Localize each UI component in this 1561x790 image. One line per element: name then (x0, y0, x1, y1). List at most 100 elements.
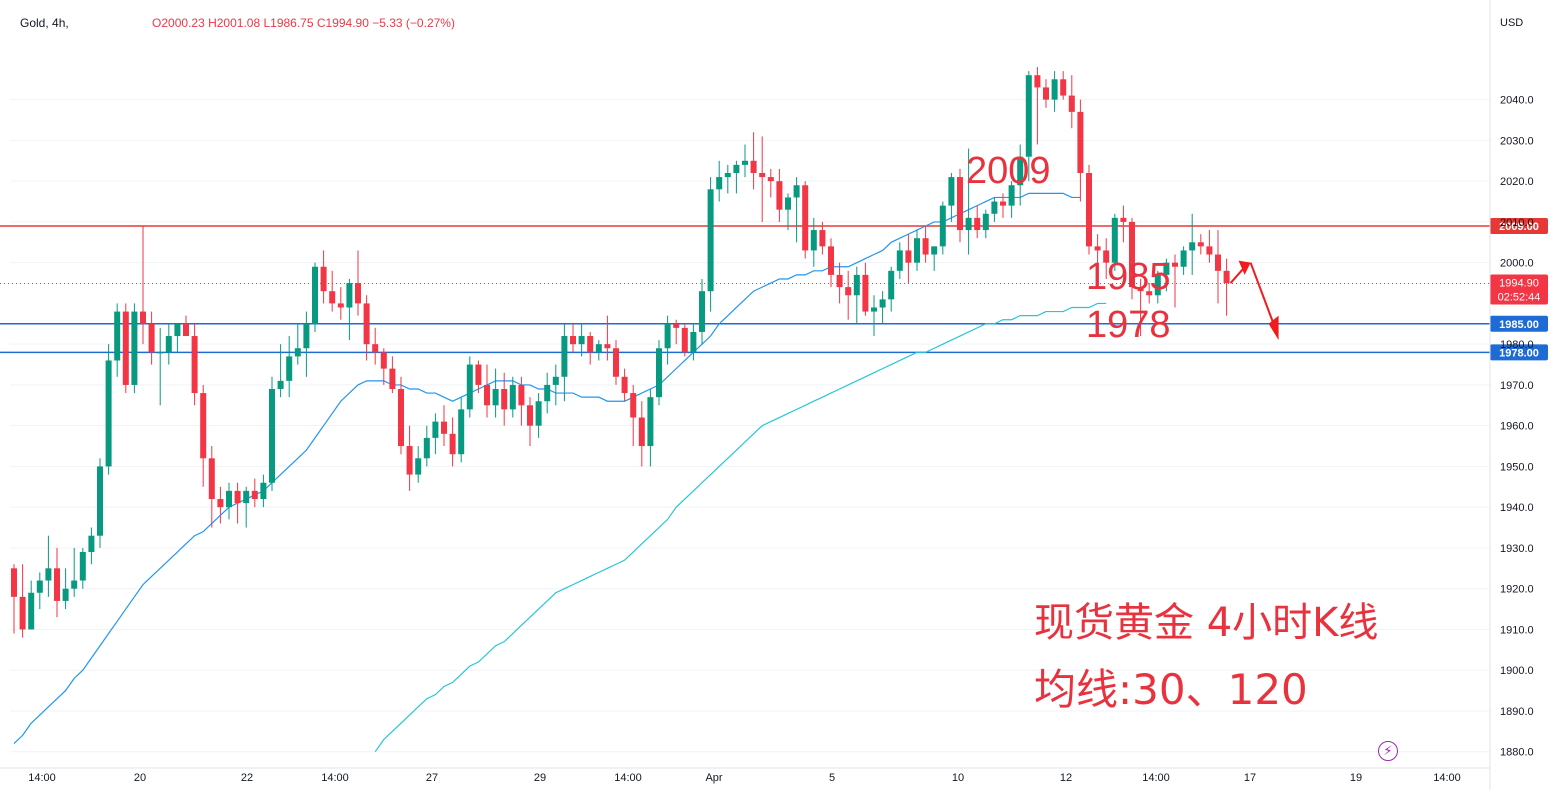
candle-body (922, 238, 929, 255)
candle-body (587, 336, 594, 353)
y-tick-label: 1970.0 (1500, 380, 1534, 392)
candle-body (466, 364, 473, 410)
last-price-label: 1994.90 (1499, 277, 1539, 289)
candle-body (251, 490, 258, 500)
candle-body (1111, 217, 1118, 263)
candle-body (853, 274, 860, 296)
candle-body (36, 580, 43, 593)
candle-body (888, 270, 895, 300)
candle-body (114, 311, 121, 361)
annotation-1985: 1985 (1086, 256, 1171, 298)
candle-body (19, 596, 26, 630)
candle-body (879, 299, 886, 308)
candle-body (982, 213, 989, 231)
y-tick-label: 2030.0 (1500, 135, 1534, 147)
candle-body (208, 458, 215, 500)
candle-body (527, 405, 533, 426)
level-price-tag (1490, 217, 1548, 234)
candle-body (1060, 79, 1067, 96)
candle-body (802, 185, 809, 251)
lightning-icon[interactable]: ⚡ (1378, 741, 1398, 761)
candle-body (1077, 111, 1084, 174)
y-tick-label: 2040.0 (1500, 95, 1534, 107)
candle-body (509, 384, 516, 410)
candle-body (776, 181, 783, 210)
symbol-legend: Gold, 4h, O2000.23 H2001.08 L1986.75 C19… (20, 16, 455, 30)
candle-body (1043, 87, 1049, 100)
candle-body (785, 197, 791, 210)
y-tick-label: 2010.0 (1500, 217, 1534, 229)
level-price-label: 2009.00 (1499, 221, 1539, 233)
candles (11, 67, 1230, 638)
y-tick-label: 1960.0 (1500, 421, 1534, 433)
candle-body (681, 327, 688, 353)
symbol-label: Gold, 4h, (20, 16, 69, 30)
candle-body (1172, 262, 1178, 267)
x-tick-label: 19 (1350, 772, 1362, 784)
candle-body (492, 389, 499, 406)
candle-body (1197, 242, 1204, 247)
caption-ma: 均线:30、120 (1034, 665, 1308, 714)
candle-body (243, 490, 250, 504)
candle-body (200, 393, 207, 459)
candle-body (991, 201, 998, 214)
horizontal-levels: 2009.00 1985.00 1978.00 1994.90 02:52:44 (0, 217, 1548, 361)
x-tick-label: 29 (534, 772, 546, 784)
candle-body (1206, 246, 1213, 255)
candle-body (1034, 75, 1041, 88)
candle-body (1103, 250, 1110, 263)
candle-body (759, 173, 766, 178)
candle-body (346, 283, 353, 308)
y-tick-label: 1910.0 (1500, 624, 1534, 636)
candle-body (518, 384, 525, 406)
candle-body (329, 291, 336, 304)
candle-body (630, 393, 637, 418)
candle-body (957, 177, 963, 231)
y-tick-label: 2020.0 (1500, 176, 1534, 188)
y-tick-label: 1980.0 (1500, 339, 1534, 351)
currency-label: USD (1500, 17, 1523, 29)
candle-body (1223, 270, 1230, 284)
candle-body (914, 238, 920, 263)
candle-body (294, 348, 301, 357)
candle-body (793, 185, 800, 198)
candle-body (260, 482, 267, 500)
candle-body (965, 217, 972, 231)
y-tick-label: 1880.0 (1500, 747, 1534, 759)
x-tick-label: 14:00 (614, 772, 642, 784)
candle-body (836, 274, 843, 288)
level-price-tag (1490, 315, 1548, 332)
candle-body (1068, 95, 1075, 112)
candle-body (406, 446, 413, 475)
candle-body (673, 323, 680, 328)
candle-body (819, 230, 826, 247)
candle-body (458, 409, 465, 455)
x-tick-label: 22 (241, 772, 253, 784)
candle-body (656, 348, 662, 398)
candle-body (303, 323, 310, 349)
x-tick-label: 10 (952, 772, 964, 784)
x-tick-label: 17 (1244, 772, 1256, 784)
candle-body (1000, 201, 1006, 206)
candle-body (621, 376, 628, 394)
candle-body (570, 336, 576, 345)
x-tick-label: 20 (134, 772, 146, 784)
candle-body (1094, 246, 1101, 251)
candle-body (131, 311, 138, 385)
candle-body (122, 311, 129, 385)
candle-body (105, 360, 112, 467)
candle-body (1025, 75, 1032, 157)
candle-body (88, 535, 95, 553)
candle-body (828, 246, 834, 275)
candle-body (312, 266, 318, 324)
candle-body (226, 490, 232, 508)
candle-body (363, 303, 370, 345)
x-tick-label: 14:00 (1142, 772, 1170, 784)
candle-body (905, 250, 912, 263)
x-tick-label: 12 (1060, 772, 1072, 784)
x-tick-label: 27 (426, 772, 438, 784)
level-price-tag (1490, 344, 1548, 361)
caption-title: 现货黄金 4小时K线 (1034, 600, 1379, 646)
